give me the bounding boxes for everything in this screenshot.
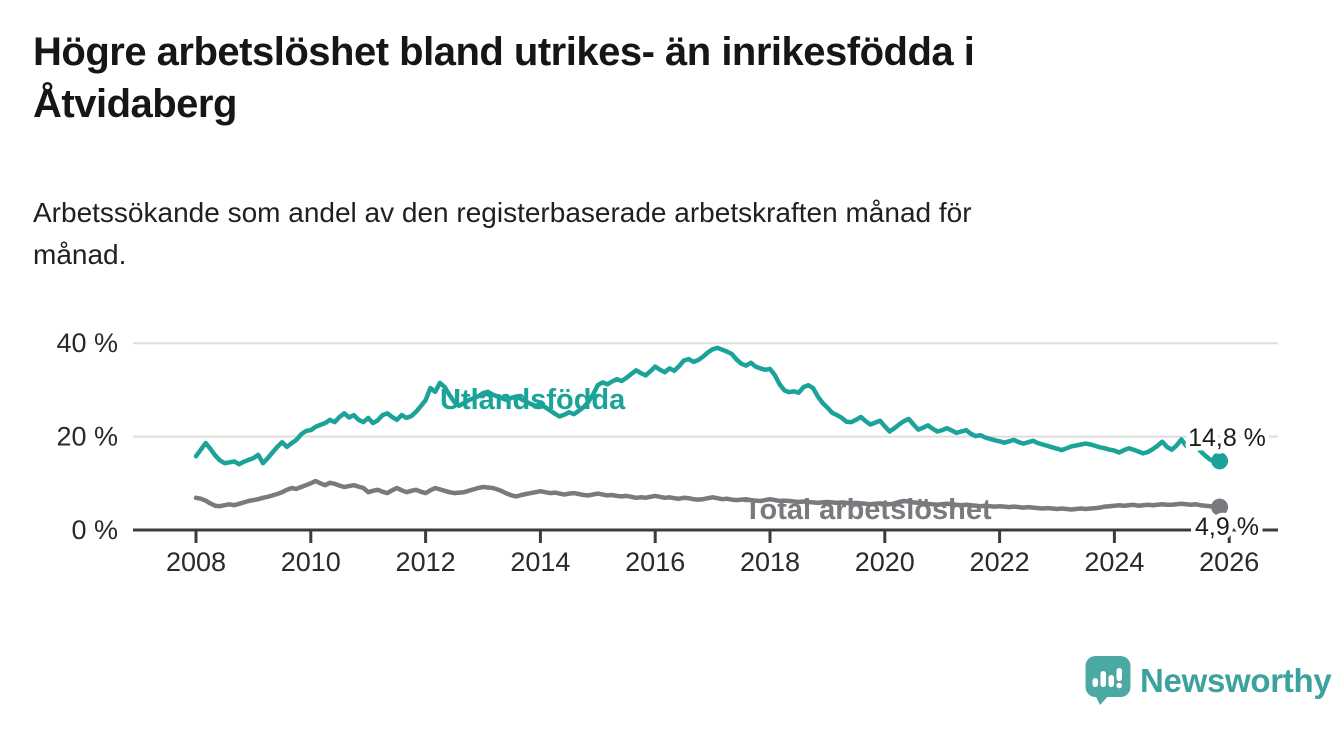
bar-chart-glyph [1092,671,1114,687]
page-subtitle: Arbetssökande som andel av den registerb… [33,197,972,270]
x-tick-label-2026: 2026 [1199,547,1259,577]
end-value-utlandsfodda: 14,8 % [1188,424,1266,452]
axis-labels: 0 % 20 % 40 % 2008 2010 2012 2014 2016 2018 2020 2… [56,328,1259,577]
axes [133,528,1278,543]
newsworthy-wordmark: Newsworthy [1140,662,1332,699]
y-tick-label-0: 0 % [71,515,118,545]
newsworthy-logo: Newsworthy [1085,655,1332,709]
x-tick-label-2018: 2018 [740,547,800,577]
y-tick-label-40: 40 % [56,328,118,358]
series-end-dot-total-arbetsloshet [1211,498,1229,516]
exclamation-glyph [1116,668,1122,689]
x-tick-label-2010: 2010 [281,547,341,577]
series-end-dot-utlandsfodda [1211,452,1229,470]
x-tick-label-2024: 2024 [1084,547,1144,577]
y-tick-label-20: 20 % [56,422,118,452]
x-tick-label-2020: 2020 [855,547,915,577]
x-tick-label-2012: 2012 [396,547,456,577]
end-value-total-arbetsloshet: 4,9 % [1195,513,1259,541]
series-label-total-arbetsloshet: Total arbetslöshet [744,494,992,526]
series-line-utlandsfodda [193,345,1222,467]
x-tick-label-2022: 2022 [970,547,1030,577]
speech-bubble-shape [1085,656,1131,697]
newsworthy-logo-icon [1085,656,1131,705]
x-tick-label-2008: 2008 [166,547,226,577]
x-tick-label-2016: 2016 [625,547,685,577]
page-title: Högre arbetslöshet bland utrikes- än inr… [33,30,975,126]
series-lines [193,345,1229,516]
series-label-utlandsfodda: Utlandsfödda [440,384,626,416]
gridlines [133,342,1278,438]
series-line-total-arbetsloshet [193,478,1222,512]
speech-bubble-tail [1094,693,1111,705]
x-tick-label-2014: 2014 [510,547,570,577]
